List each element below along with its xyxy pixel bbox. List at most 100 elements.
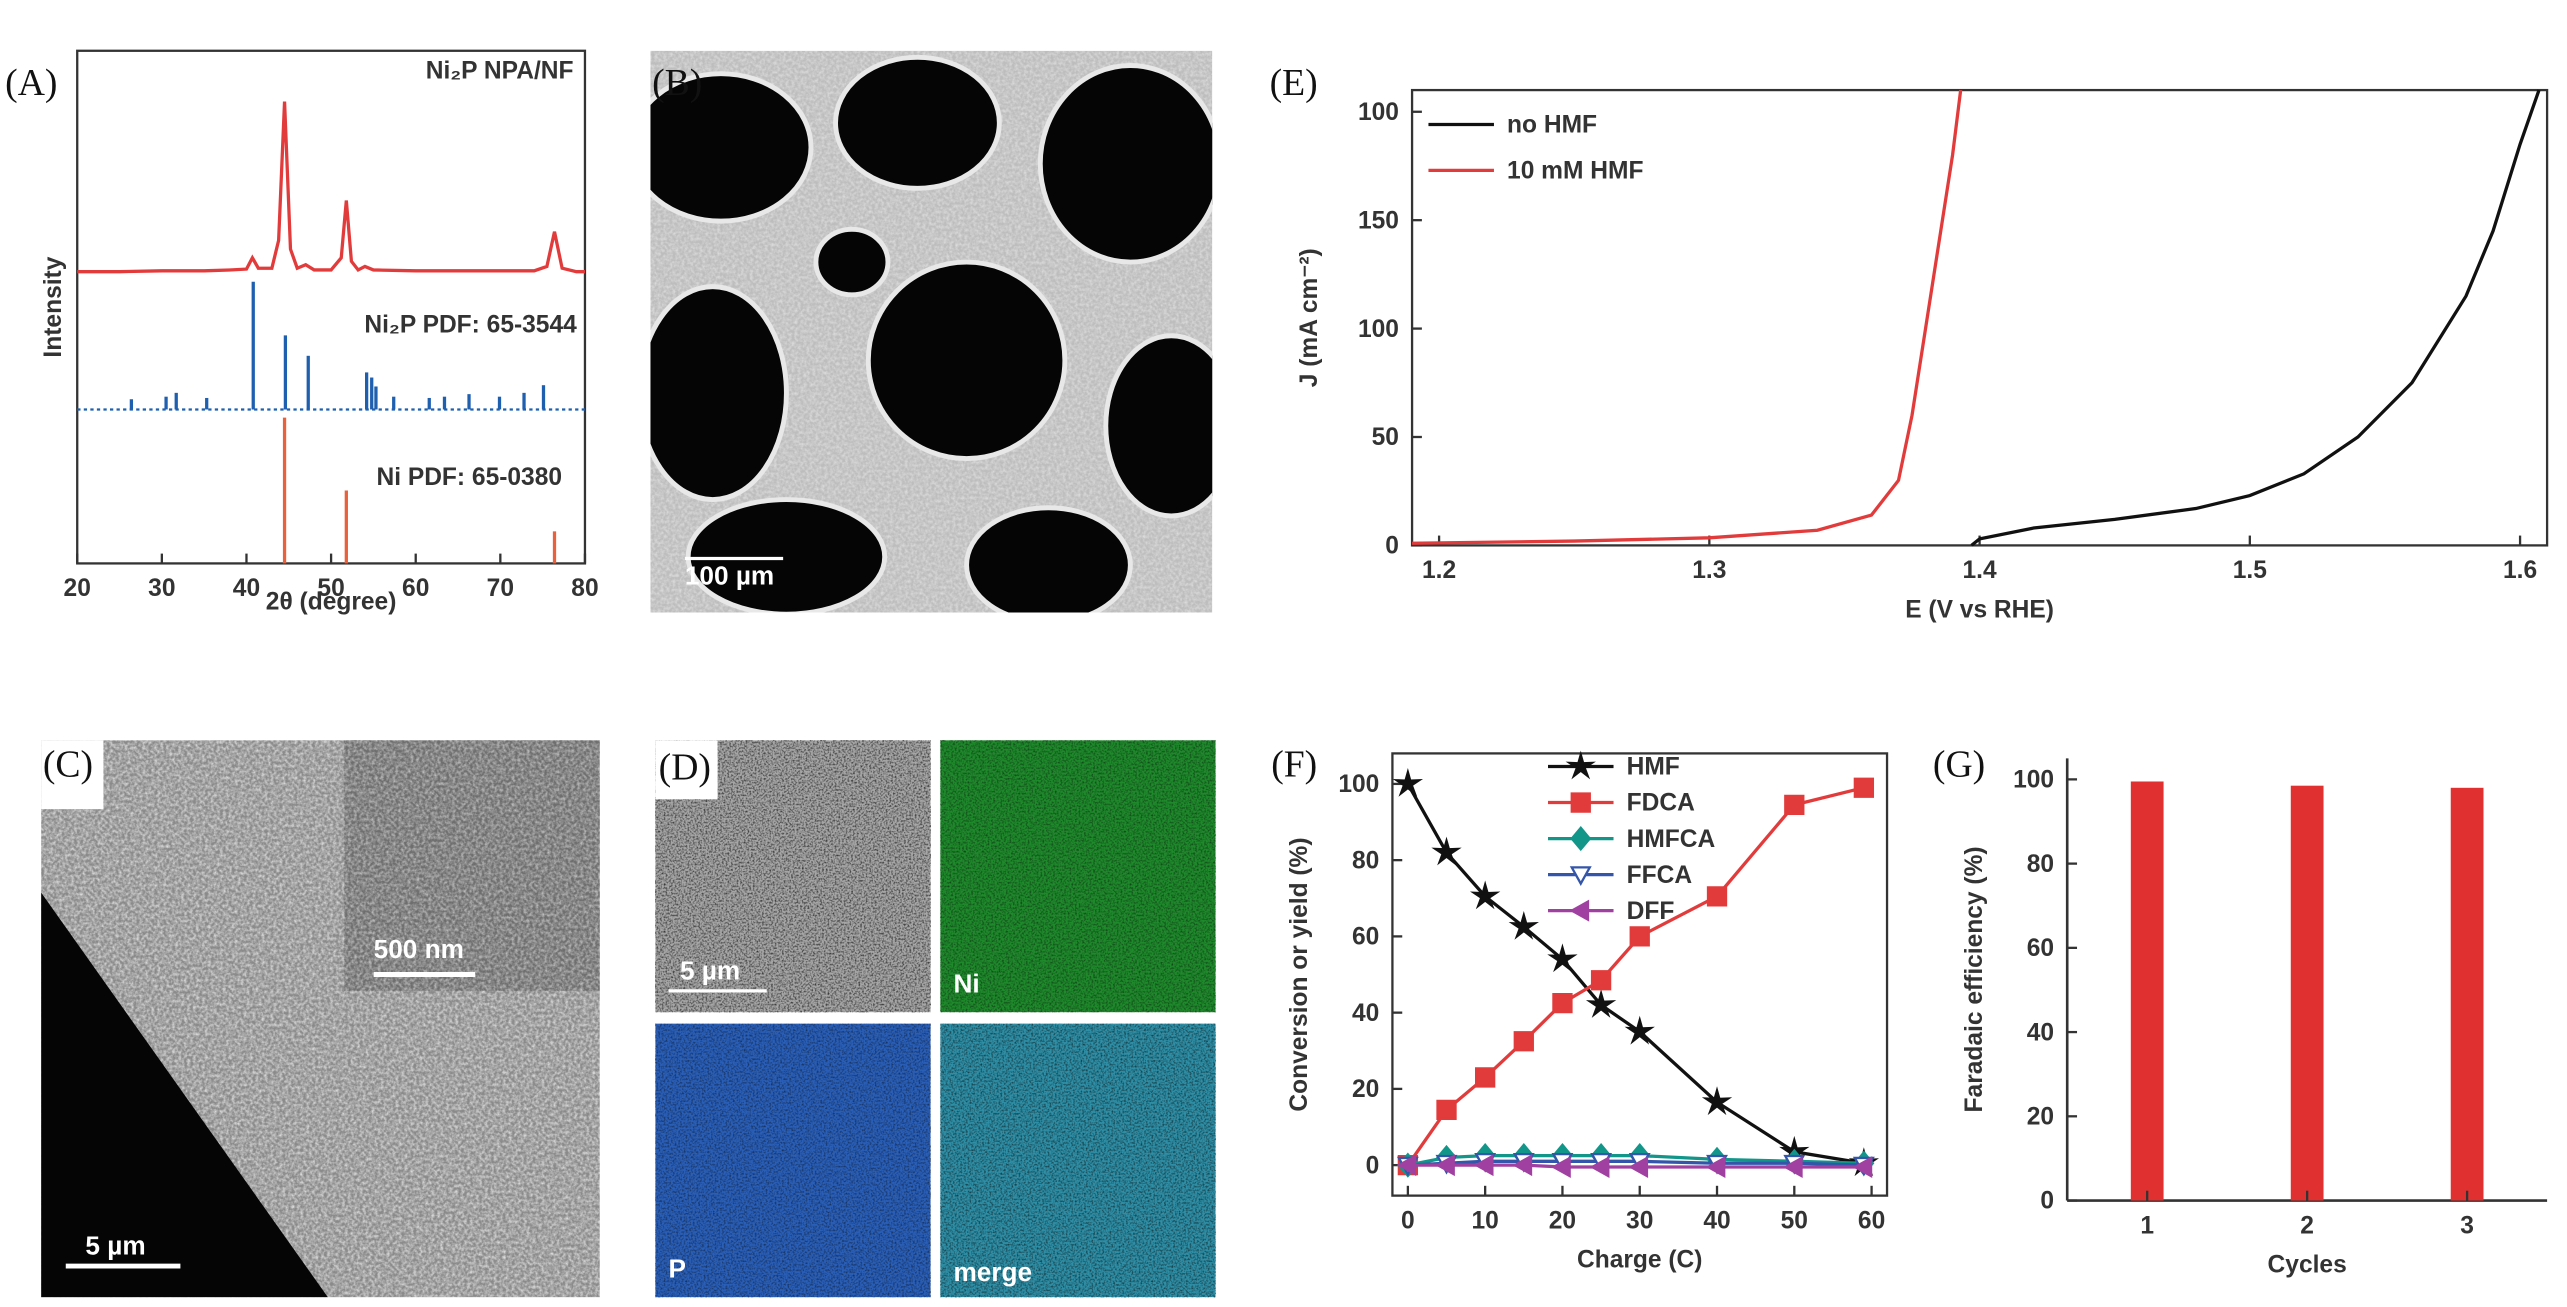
x-tick-label: 50 xyxy=(1781,1207,1808,1234)
plot-frame xyxy=(1391,752,1889,1197)
marker xyxy=(1473,1154,1494,1177)
series-line xyxy=(1407,1159,1864,1167)
marker xyxy=(1589,1156,1610,1178)
scale-bar-label: 5 µm xyxy=(680,955,740,985)
y-axis-label: Conversion or yield (%) xyxy=(1286,837,1313,1111)
legend-marker xyxy=(1570,825,1592,852)
legend-label: DFF xyxy=(1627,898,1675,925)
legend-marker xyxy=(1570,792,1591,813)
marker xyxy=(1475,1067,1496,1088)
marker xyxy=(1706,886,1728,907)
panel-label: (A) xyxy=(5,62,57,104)
map-label: Ni xyxy=(953,969,979,999)
map-label: merge xyxy=(953,1257,1032,1287)
series-line xyxy=(1407,1153,1864,1167)
x-tick-label: 1.3 xyxy=(1692,557,1726,584)
marker xyxy=(1782,1156,1803,1178)
y-axis-label: Intensity xyxy=(40,256,67,357)
x-tick-label: 40 xyxy=(1703,1207,1730,1234)
marker xyxy=(1624,1015,1655,1045)
x-axis-label: Cycles xyxy=(2268,1252,2347,1279)
legend-label: FFCA xyxy=(1627,862,1693,889)
marker xyxy=(1629,926,1650,947)
legend-marker xyxy=(1569,866,1592,886)
y-tick-label: 100 xyxy=(1338,771,1379,798)
y-tick-label: 150 xyxy=(1358,207,1399,234)
x-tick-label: 3 xyxy=(2460,1212,2474,1239)
marker xyxy=(1590,970,1612,991)
series-line xyxy=(1412,89,1963,545)
sem-image-b xyxy=(650,50,1213,613)
x-tick-label: 50 xyxy=(317,575,344,602)
y-axis-label: Faradaic efficiency (%) xyxy=(1961,846,1988,1112)
y-axis-label: J (mA cm⁻²) xyxy=(1296,248,1323,387)
legend-label: HMF xyxy=(1627,754,1680,781)
y-tick-label: 40 xyxy=(2027,1019,2054,1046)
x-tick-label: 20 xyxy=(1549,1207,1576,1234)
x-axis-label: 2θ (degree) xyxy=(266,588,397,615)
marker xyxy=(1784,794,1805,816)
y-tick-label: 40 xyxy=(1352,1000,1379,1027)
marker xyxy=(1392,767,1424,797)
legend-label: no HMF xyxy=(1507,112,1597,139)
y-tick-label: 100 xyxy=(2013,767,2054,794)
x-tick-label: 60 xyxy=(1858,1207,1885,1234)
panel-label: (D) xyxy=(659,747,711,789)
marker xyxy=(1436,1099,1457,1121)
plot-frame xyxy=(1410,88,2549,547)
series-label: Ni PDF: 65-0380 xyxy=(376,464,562,491)
x-tick-label: 80 xyxy=(571,575,598,602)
marker xyxy=(1701,1086,1733,1116)
bar xyxy=(2290,785,2324,1201)
x-axis-label: E (V vs RHE) xyxy=(1905,596,2054,623)
x-tick-label: 60 xyxy=(402,575,429,602)
legend-marker xyxy=(1569,899,1590,922)
y-tick-label: 0 xyxy=(1385,533,1399,560)
legend-label: 10 mM HMF xyxy=(1507,158,1643,185)
scale-bar-label: 5 µm xyxy=(85,1231,145,1261)
panel-label: (G) xyxy=(1933,743,1985,785)
marker xyxy=(1705,1156,1726,1178)
y-tick-label: 60 xyxy=(1352,924,1379,951)
x-axis-label: Charge (C) xyxy=(1577,1247,1702,1274)
y-tick-label: 20 xyxy=(1352,1076,1379,1103)
pattern-line xyxy=(77,101,585,274)
x-tick-label: 20 xyxy=(64,575,91,602)
scale-bar-label: 500 nm xyxy=(374,934,464,964)
x-tick-label: 1.4 xyxy=(1963,557,1997,584)
x-tick-label: 2 xyxy=(2300,1212,2314,1239)
x-tick-label: 1.5 xyxy=(2233,557,2267,584)
panel-label: (C) xyxy=(43,743,93,785)
marker xyxy=(1470,880,1501,910)
x-tick-label: 1 xyxy=(2140,1212,2154,1239)
marker xyxy=(1513,1031,1534,1052)
bar xyxy=(2450,787,2484,1201)
y-tick-label: 0 xyxy=(1366,1152,1380,1179)
x-tick-label: 40 xyxy=(233,575,260,602)
marker xyxy=(1628,1156,1649,1178)
marker xyxy=(1852,1156,1873,1178)
y-tick-label: 100 xyxy=(1358,99,1399,126)
y-tick-label: 20 xyxy=(2027,1103,2054,1130)
x-tick-label: 70 xyxy=(487,575,514,602)
legend-label: FDCA xyxy=(1627,790,1695,817)
series-line xyxy=(1407,1163,1864,1169)
y-tick-label: 50 xyxy=(1372,424,1399,451)
marker xyxy=(1853,777,1875,798)
panel-label: (E) xyxy=(1270,62,1318,104)
y-tick-label: 60 xyxy=(2027,935,2054,962)
marker xyxy=(1512,1154,1533,1177)
marker xyxy=(1508,910,1539,940)
x-tick-label: 1.6 xyxy=(2503,557,2537,584)
scale-bar-label: 100 µm xyxy=(685,561,774,591)
marker xyxy=(1431,836,1462,866)
x-tick-label: 30 xyxy=(148,575,175,602)
legend-marker xyxy=(1565,750,1596,780)
map-label: P xyxy=(668,1254,685,1284)
panel-label: (B) xyxy=(652,62,702,104)
x-tick-label: 30 xyxy=(1626,1207,1653,1234)
legend-label: HMFCA xyxy=(1627,826,1716,853)
series-line xyxy=(1970,89,2541,547)
